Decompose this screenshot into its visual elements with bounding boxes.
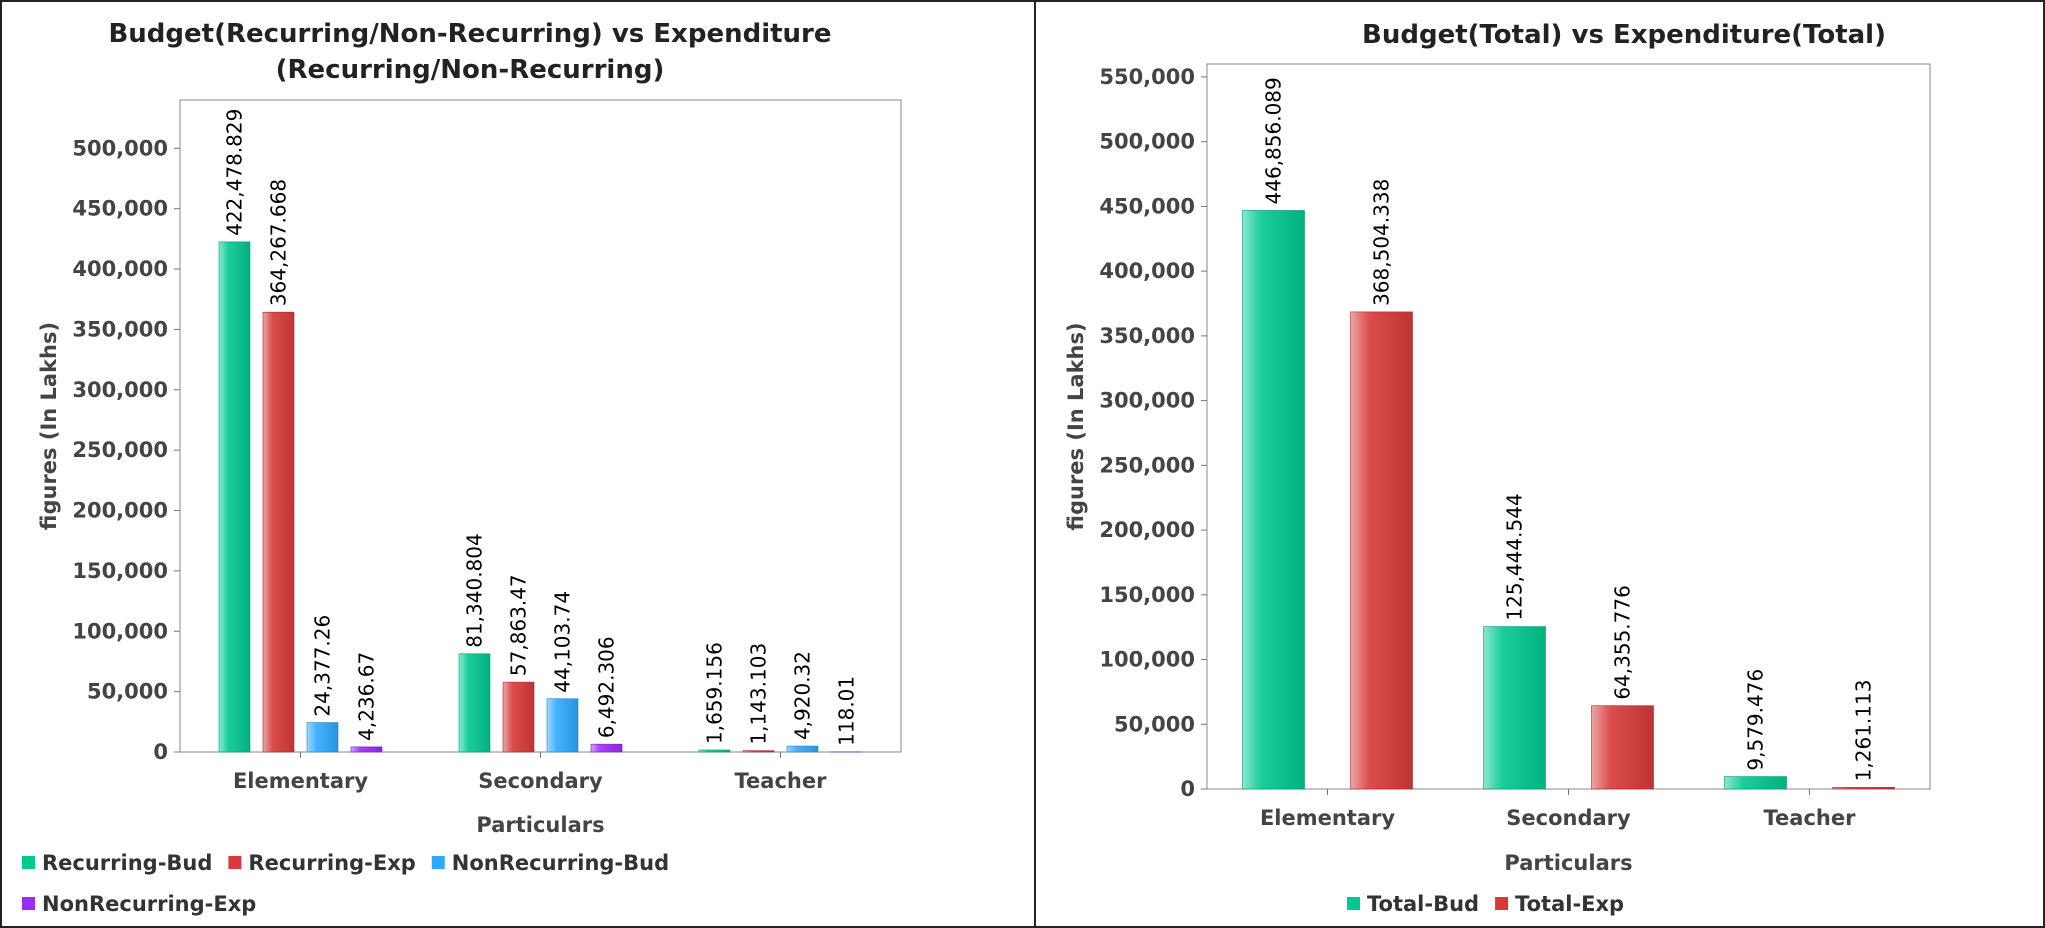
data-label-total-bud-elementary: 446,856.089	[1262, 77, 1286, 204]
x-tick-label-secondary: Secondary	[478, 769, 603, 793]
y-axis-label: figures (In Lakhs)	[1064, 322, 1088, 530]
y-tick-label: 400,000	[72, 257, 168, 281]
legend-label-total-bud: Total-Bud	[1367, 892, 1479, 916]
y-tick-label: 400,000	[1099, 259, 1195, 283]
chart-title-line-1: Budget(Total) vs Expenditure(Total)	[1362, 20, 1886, 50]
bar-nonrecurring-exp-elementary	[350, 746, 383, 753]
data-label-total-exp-teacher: 1,261.113	[1852, 680, 1876, 782]
y-tick-label: 450,000	[72, 197, 168, 221]
y-tick-label: 50,000	[1114, 712, 1195, 736]
bar-total-bud-teacher	[1724, 776, 1787, 790]
y-tick-label: 500,000	[1099, 130, 1195, 154]
legend-label-nonrecurring-exp: NonRecurring-Exp	[42, 892, 256, 916]
data-label-recurring-bud-teacher: 1,659.156	[703, 642, 727, 744]
y-tick-label: 500,000	[72, 136, 168, 160]
data-label-recurring-bud-elementary: 422,478.829	[223, 109, 247, 236]
bar-nonrecurring-bud-secondary	[546, 698, 579, 753]
x-tick-label-secondary: Secondary	[1506, 806, 1631, 830]
y-tick-label: 100,000	[72, 619, 168, 643]
bar-total-exp-teacher	[1832, 787, 1895, 790]
plot-area	[1206, 63, 1931, 790]
legend-label-nonrecurring-bud: NonRecurring-Bud	[452, 851, 669, 875]
data-label-nonrecurring-exp-teacher: 118.01	[835, 676, 859, 746]
chart-total: Budget(Total) vs Expenditure(Total) 0 50,0…	[1064, 20, 1931, 916]
data-label-total-bud-secondary: 125,444.544	[1503, 493, 1527, 620]
y-tick-label: 450,000	[1099, 194, 1195, 218]
bar-nonrecurring-bud-teacher	[786, 745, 819, 753]
bar-total-bud-secondary	[1483, 626, 1546, 790]
bar-total-exp-secondary	[1591, 705, 1654, 790]
y-tick-label: 100,000	[1099, 648, 1195, 672]
y-tick-label: 150,000	[72, 559, 168, 583]
chart-title-line-1: Budget(Recurring/Non-Recurring) vs Expen…	[108, 19, 831, 49]
y-tick-label: 0	[153, 740, 168, 764]
y-tick-label: 150,000	[1099, 583, 1195, 607]
data-label-recurring-exp-secondary: 57,863.47	[507, 574, 531, 676]
y-tick-label: 550,000	[1099, 65, 1195, 89]
data-label-nonrecurring-exp-elementary: 4,236.67	[355, 652, 379, 741]
x-tick-label-teacher: Teacher	[1764, 806, 1857, 830]
y-tick-label: 300,000	[72, 378, 168, 402]
bar-recurring-exp-elementary	[262, 311, 295, 753]
y-tick-label: 200,000	[72, 499, 168, 523]
x-axis-label: Particulars	[476, 813, 604, 837]
bar-total-bud-elementary	[1242, 210, 1305, 790]
x-tick-label-elementary: Elementary	[233, 769, 368, 793]
x-tick-label-teacher: Teacher	[735, 769, 828, 793]
plot-area	[179, 99, 902, 753]
legend-swatch-recurring-exp	[228, 856, 242, 869]
bar-recurring-bud-teacher	[698, 749, 731, 753]
bar-nonrecurring-exp-secondary	[590, 743, 623, 753]
legend-label-total-exp: Total-Exp	[1515, 892, 1624, 916]
y-tick-label: 250,000	[1099, 453, 1195, 477]
bar-recurring-exp-teacher	[742, 750, 775, 753]
data-label-recurring-bud-secondary: 81,340.804	[463, 533, 487, 648]
data-label-recurring-exp-elementary: 364,267.668	[267, 179, 291, 306]
x-axis-label: Particulars	[1504, 851, 1632, 875]
data-label-nonrecurring-exp-secondary: 6,492.306	[595, 636, 619, 738]
y-tick-label: 50,000	[87, 680, 168, 704]
y-tick-label: 350,000	[1099, 324, 1195, 348]
legend-swatch-nonrecurring-bud	[431, 856, 445, 869]
data-label-nonrecurring-bud-secondary: 44,103.74	[551, 591, 575, 693]
bar-total-exp-elementary	[1350, 311, 1413, 790]
legend-swatch-recurring-bud	[22, 856, 35, 869]
bar-recurring-bud-elementary	[218, 241, 251, 753]
x-tick-label-elementary: Elementary	[1260, 806, 1395, 830]
data-label-nonrecurring-bud-teacher: 4,920.32	[791, 651, 815, 740]
data-label-total-exp-elementary: 368,504.338	[1370, 179, 1394, 306]
chart-recurring-nonrecurring: Budget(Recurring/Non-Recurring) vs Expen…	[22, 19, 902, 916]
legend-label-recurring-bud: Recurring-Bud	[42, 851, 212, 875]
data-label-total-bud-teacher: 9,579.476	[1744, 669, 1768, 771]
legend-swatch-total-bud	[1347, 897, 1360, 910]
data-label-nonrecurring-bud-elementary: 24,377.26	[311, 615, 335, 717]
bar-nonrecurring-bud-elementary	[306, 722, 339, 753]
legend-swatch-total-exp	[1495, 897, 1509, 910]
chart-title-line-2: (Recurring/Non-Recurring)	[276, 55, 665, 85]
data-label-recurring-exp-teacher: 1,143.103	[747, 643, 771, 745]
right-panel-border	[1034, 0, 2045, 928]
bar-recurring-exp-secondary	[502, 681, 535, 753]
legend-swatch-nonrecurring-exp	[22, 897, 35, 910]
y-tick-label: 0	[1180, 777, 1195, 801]
y-tick-label: 200,000	[1099, 518, 1195, 542]
y-axis-label: figures (In Lakhs)	[37, 322, 61, 530]
legend-label-recurring-exp: Recurring-Exp	[248, 851, 415, 875]
data-label-total-exp-secondary: 64,355.776	[1611, 585, 1635, 700]
y-tick-label: 300,000	[1099, 389, 1195, 413]
bar-recurring-bud-secondary	[458, 653, 491, 753]
y-tick-label: 250,000	[72, 438, 168, 462]
y-tick-label: 350,000	[72, 317, 168, 341]
